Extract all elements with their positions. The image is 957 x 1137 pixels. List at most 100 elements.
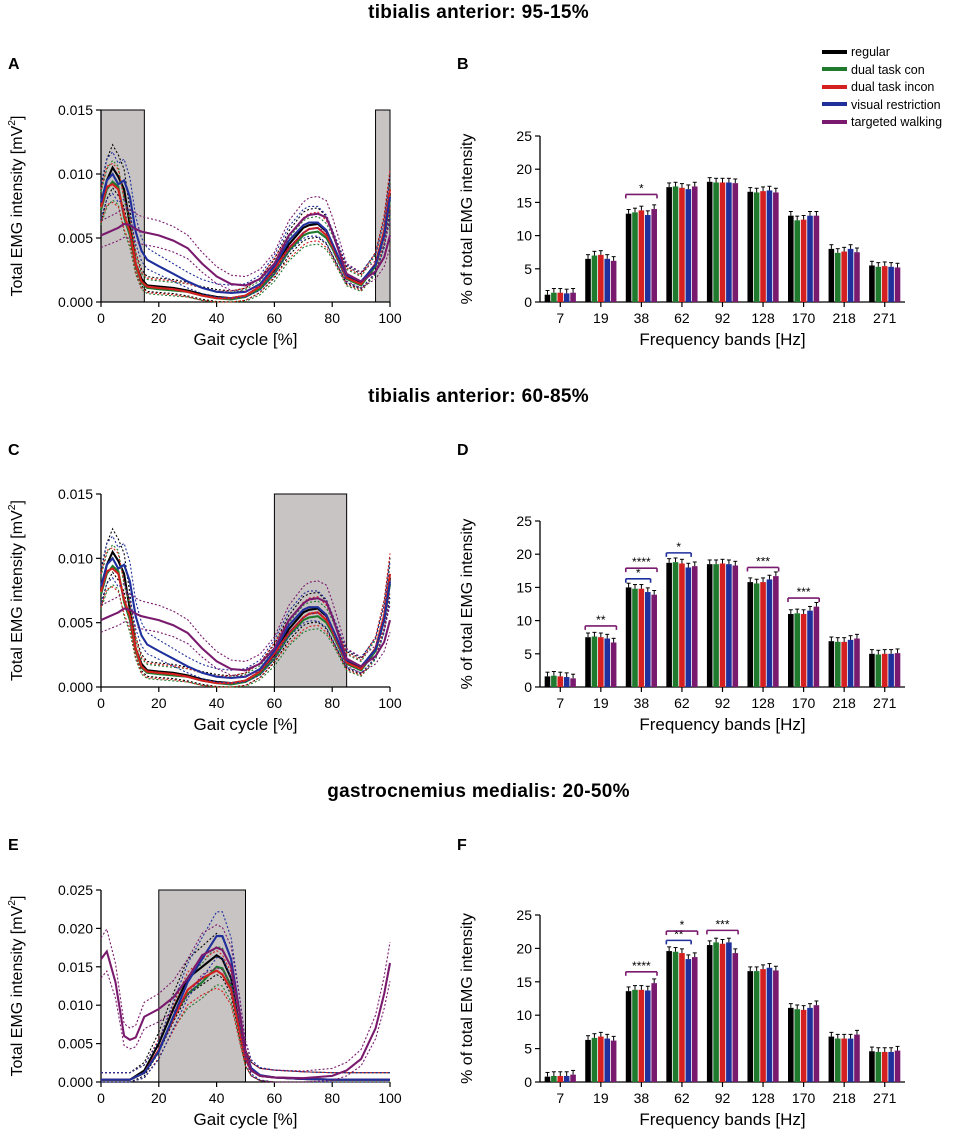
series-lower-band-targeted-walking — [100, 612, 391, 677]
bar-regular-38 — [625, 213, 632, 302]
bar-visual-restriction-92 — [726, 942, 732, 1082]
series-lower-band-dual-task-con — [100, 583, 391, 688]
significance-bracket: *** — [787, 585, 821, 603]
bar-dual-task-con-92 — [713, 564, 719, 687]
bar-regular-62 — [666, 562, 672, 687]
significance-label: ** — [596, 613, 606, 627]
bar-dual-task-con-92 — [713, 182, 719, 302]
bar-dual-task-incon-170 — [800, 1009, 807, 1082]
legend-item-regular: regular — [822, 44, 942, 62]
bar-targeted-walking-218 — [854, 252, 860, 302]
bar-dual-task-con-170 — [794, 1009, 801, 1082]
significance-bracket: *** — [706, 917, 739, 935]
bar-targeted-walking-92 — [732, 953, 739, 1082]
y-axis-label: Total EMG intensity [mV2] — [7, 896, 26, 1077]
bar-dual-task-con-38 — [632, 212, 638, 302]
bar-dual-task-incon-271 — [881, 653, 888, 687]
significance-bracket: * — [624, 566, 652, 583]
x-tick-label: 7 — [556, 695, 564, 711]
series-line-dual-task-incon — [99, 567, 392, 685]
y-tick-label: 5 — [524, 261, 532, 277]
x-tick-label: 40 — [209, 310, 225, 326]
panel-label-c: C — [8, 442, 20, 459]
bar-dual-task-incon-170 — [800, 613, 807, 687]
bar-dual-task-incon-19 — [598, 1036, 604, 1082]
bar-visual-restriction-92 — [726, 564, 732, 687]
bar-regular-218 — [828, 641, 835, 687]
x-tick-label: 218 — [832, 1090, 856, 1106]
bar-dual-task-incon-38 — [638, 588, 645, 687]
significance-label: *** — [797, 585, 811, 599]
series-line-targeted-walking — [100, 946, 392, 1080]
bar-targeted-walking-7 — [570, 292, 576, 302]
bar-visual-restriction-19 — [604, 258, 611, 302]
bar-targeted-walking-128 — [773, 192, 779, 302]
x-tick-label: 92 — [715, 695, 731, 711]
x-axis-label: Frequency bands [Hz] — [639, 1110, 805, 1129]
line-chart-a: 0.000 0.005 0.010 0.015 0 20 40 60 80 100 Gait cyc… — [7, 102, 402, 349]
x-axis-label: Gait cycle [%] — [194, 330, 298, 349]
legend-swatch — [822, 102, 847, 107]
bar-targeted-walking-170 — [813, 606, 820, 687]
line-chart-c: 0.000 0.005 0.010 0.015 0 20 40 60 80 100 Gait cyc… — [7, 486, 402, 734]
series-line-targeted-walking — [100, 212, 392, 287]
section-title-1: tibialis anterior: 95-15% — [368, 2, 589, 23]
significance-bracket: **** — [624, 959, 658, 976]
bar-regular-92 — [706, 564, 713, 687]
y-tick-label: 0 — [524, 679, 532, 695]
legend-swatch — [822, 67, 847, 72]
significance-label: * — [676, 540, 681, 554]
shaded-range — [273, 493, 348, 688]
x-tick-label: 60 — [267, 695, 283, 711]
panel-label-b: B — [457, 56, 469, 73]
x-tick-label: 38 — [634, 695, 650, 711]
x-axis-label: Frequency bands [Hz] — [639, 330, 805, 349]
y-tick-label: 15 — [516, 194, 532, 210]
bar-targeted-walking-218 — [854, 638, 860, 687]
bar-dual-task-incon-218 — [841, 251, 847, 302]
bar-dual-task-incon-218 — [841, 1038, 847, 1082]
bar-targeted-walking-38 — [651, 983, 657, 1082]
x-tick-label: 80 — [324, 310, 340, 326]
bar-regular-92 — [706, 181, 713, 302]
y-tick-label: 10 — [516, 228, 532, 244]
bar-regular-128 — [747, 582, 754, 687]
bar-regular-271 — [869, 1051, 875, 1082]
bar-dual-task-incon-271 — [881, 266, 888, 302]
series-targeted-walking — [100, 924, 392, 1083]
x-tick-label: 7 — [556, 1090, 564, 1106]
y-tick-label: 0 — [524, 1074, 532, 1090]
bar-targeted-walking-19 — [610, 260, 617, 302]
significance-bracket: * — [665, 918, 699, 936]
y-axis-label: % of total EMG intensity — [459, 519, 476, 690]
x-tick-label: 170 — [792, 1090, 816, 1106]
significance-bracket: * — [624, 181, 658, 199]
y-axis-label: % of total EMG intensity — [459, 134, 476, 305]
x-tick-label: 0 — [97, 1090, 105, 1106]
series-line-visual-restriction — [99, 172, 392, 295]
bar-regular-62 — [666, 187, 672, 302]
bar-dual-task-incon-92 — [719, 563, 726, 687]
series-lower-band-targeted-walking — [100, 967, 391, 1083]
bar-regular-271 — [869, 265, 875, 302]
x-axis-label: Gait cycle [%] — [194, 715, 298, 734]
series-upper-band-visual-restriction — [100, 535, 391, 671]
x-tick-label: 0 — [97, 310, 105, 326]
bar-dual-task-con-271 — [875, 654, 882, 687]
bar-dual-task-con-7 — [551, 292, 557, 302]
significance-label: *** — [715, 917, 729, 931]
significance-bracket: ** — [665, 927, 692, 945]
bar-dual-task-incon-92 — [719, 182, 726, 302]
x-tick-label: 128 — [751, 695, 775, 711]
bar-targeted-walking-62 — [691, 957, 698, 1082]
y-tick-label: 0.010 — [58, 997, 93, 1013]
panel-label-d: D — [457, 442, 469, 459]
line-chart-e: 0.000 0.005 0.010 0.015 0.020 0.025 0 20 40 60 80 1… — [7, 882, 402, 1129]
series-lower-band-visual-restriction — [100, 192, 391, 299]
legend-swatch — [822, 84, 847, 89]
y-tick-label: 0 — [524, 294, 532, 310]
bar-visual-restriction-170 — [807, 215, 813, 302]
bar-targeted-walking-62 — [691, 186, 698, 302]
bar-dual-task-con-62 — [672, 951, 679, 1082]
y-tick-label: 25 — [516, 513, 532, 529]
